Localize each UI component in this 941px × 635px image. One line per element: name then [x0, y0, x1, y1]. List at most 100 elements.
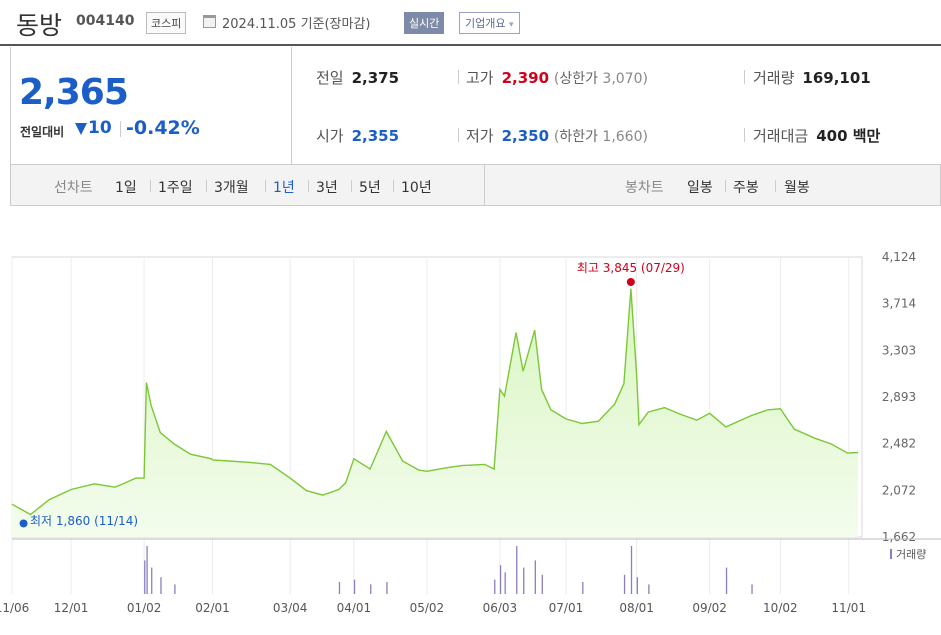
divider — [308, 180, 309, 192]
divider — [351, 180, 352, 192]
y-tick-label: 1,662 — [882, 530, 916, 544]
tab-period-3y[interactable]: 3년 — [316, 180, 338, 196]
divider — [484, 165, 485, 205]
volume-bar — [353, 579, 356, 594]
company-overview-label: 기업개요 — [465, 17, 506, 30]
divider — [775, 180, 776, 192]
trade-value: 거래대금 400 백만 — [753, 125, 880, 146]
max-point-marker — [626, 278, 635, 286]
volume-bar — [623, 574, 626, 594]
company-overview-button[interactable]: 기업개요 ▾ — [459, 12, 520, 34]
volume-bar — [751, 584, 753, 594]
price-area — [12, 288, 858, 537]
prev-close-value: 2,375 — [351, 69, 400, 87]
change-value: 10 — [88, 118, 112, 138]
divider — [458, 70, 459, 84]
volume-bar — [504, 572, 506, 594]
volume-bar — [541, 574, 543, 594]
tab-monthly-candle[interactable]: 월봉 — [784, 180, 810, 196]
upper-limit: (상한가 3,070) — [553, 71, 648, 87]
y-tick-label: 2,482 — [882, 437, 916, 451]
price-chart: 4,124 3,714 3,303 2,893 2,482 2,072 1,662 최고 3,… — [0, 250, 941, 615]
trade-value-label: 거래대금 — [753, 127, 809, 145]
x-tick-label: 05/02 — [410, 601, 445, 615]
lower-limit: (하한가 1,660) — [553, 129, 648, 145]
volume-legend-swatch — [890, 549, 892, 559]
volume-bar — [582, 582, 584, 594]
quote-panel: 2,365 전일대비 10 -0.42% 전일 2,375 고가 2,390 (상한… — [10, 47, 941, 164]
tab-period-3m[interactable]: 3개월 — [214, 180, 249, 196]
volume-value: 169,101 — [802, 69, 871, 87]
lower-limit-value: 1,660 — [602, 129, 643, 145]
divider — [150, 180, 151, 192]
volume-bar — [174, 584, 176, 594]
y-tick-label: 4,124 — [882, 250, 916, 264]
y-tick-label: 3,714 — [882, 297, 916, 311]
tab-period-1d[interactable]: 1일 — [115, 180, 137, 196]
volume-bar — [151, 567, 153, 594]
low-label: 저가 — [466, 127, 494, 145]
lower-limit-label: 하한가 — [559, 129, 598, 145]
tab-period-5y[interactable]: 5년 — [359, 180, 381, 196]
open-label: 시가 — [316, 127, 344, 145]
y-tick-label: 2,893 — [882, 390, 916, 404]
x-tick-label: 02/01 — [195, 601, 230, 615]
upper-limit-label: 상한가 — [559, 71, 598, 87]
realtime-button[interactable]: 실시간 — [404, 12, 445, 34]
prev-close: 전일 2,375 — [316, 67, 399, 88]
divider — [393, 180, 394, 192]
volume-bar — [648, 584, 650, 594]
divider — [744, 70, 745, 84]
volume: 거래량 169,101 — [753, 67, 871, 88]
x-tick-label: 06/03 — [483, 601, 518, 615]
divider — [206, 180, 207, 192]
volume-bar — [725, 567, 728, 594]
down-triangle-icon — [75, 123, 87, 135]
x-tick-label: 01/02 — [127, 601, 162, 615]
stock-header: 동방 004140 코스피 2024.11.05 기준(장마감) 실시간 기업개… — [0, 0, 941, 46]
volume-bar — [534, 560, 536, 594]
x-tick-label: 11/01 — [831, 601, 866, 615]
open-value: 2,355 — [351, 127, 400, 145]
price-chart-svg: 4,124 3,714 3,303 2,893 2,482 2,072 1,662 최고 3,… — [0, 250, 941, 615]
tab-period-10y[interactable]: 10년 — [401, 180, 432, 196]
x-tick-label: 03/04 — [273, 601, 308, 615]
x-tick-label: 10/02 — [763, 601, 798, 615]
high-value: 2,390 — [501, 69, 550, 87]
low-value: 2,350 — [501, 127, 550, 145]
current-price: 2,365 — [19, 72, 129, 113]
tab-weekly-candle[interactable]: 주봉 — [733, 180, 759, 196]
tab-period-1w[interactable]: 1주일 — [158, 180, 193, 196]
volume-bar — [386, 582, 388, 594]
candle-chart-label: 봉차트 — [625, 180, 664, 196]
volume-bar — [636, 577, 638, 594]
volume-bar — [338, 582, 341, 594]
open-price: 시가 2,355 — [316, 125, 399, 146]
min-point-marker — [19, 519, 28, 528]
min-price-label: 최저 1,860 (11/14) — [30, 514, 138, 528]
volume-label: 거래량 — [753, 69, 795, 87]
x-tick-label: 04/01 — [337, 601, 372, 615]
calendar-icon — [203, 15, 216, 28]
tab-daily-candle[interactable]: 일봉 — [687, 180, 713, 196]
chevron-down-icon: ▾ — [508, 20, 514, 30]
y-tick-label: 3,303 — [882, 343, 916, 357]
x-tick-label: 08/01 — [619, 601, 654, 615]
stock-code: 004140 — [76, 13, 135, 29]
price-line — [11, 288, 859, 516]
x-tick-label: 11/06 — [0, 601, 29, 615]
volume-bar — [160, 577, 162, 594]
reference-date: 2024.11.05 기준(장마감) — [222, 17, 371, 32]
tab-period-1y[interactable]: 1년 — [273, 180, 295, 196]
max-price-label: 최고 3,845 (07/29) — [577, 261, 685, 275]
volume-bar — [523, 567, 525, 594]
change-percent: -0.42% — [126, 117, 200, 139]
high-price: 고가 2,390 (상한가 3,070) — [466, 67, 648, 88]
divider — [291, 47, 292, 164]
divider — [458, 128, 459, 142]
volume-bar — [494, 579, 496, 594]
volume-bar — [499, 565, 502, 594]
trade-value-value: 400 백만 — [816, 127, 881, 145]
volume-bar — [516, 546, 518, 594]
stock-name: 동방 — [16, 11, 63, 40]
